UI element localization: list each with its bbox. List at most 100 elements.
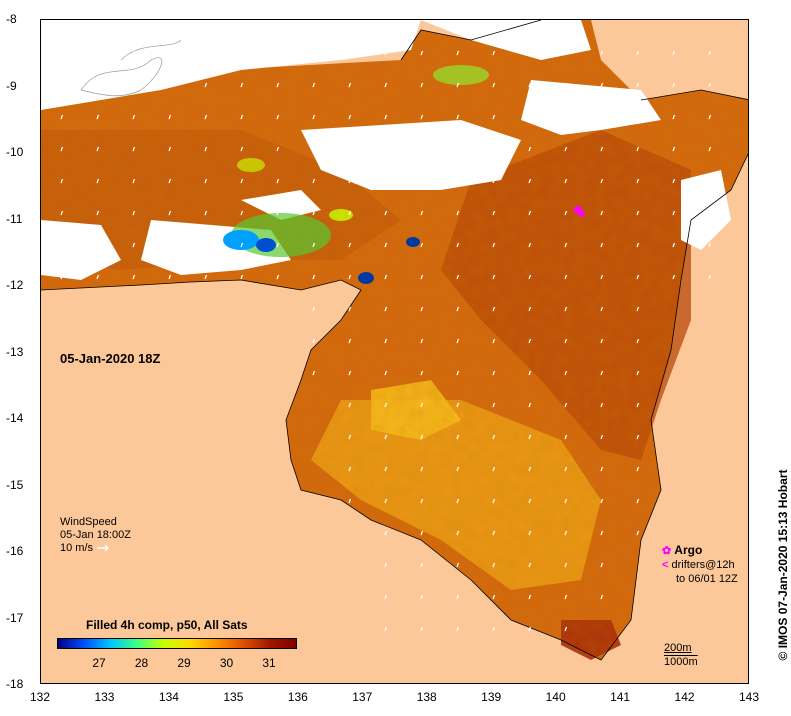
wind-vector (600, 114, 604, 120)
wind-vector (348, 114, 352, 120)
wind-vector (636, 402, 640, 408)
wind-vector (636, 114, 640, 120)
wind-vector (636, 50, 640, 56)
colorbar-tick-label: 31 (262, 656, 276, 670)
coastline (41, 20, 748, 661)
wind-vector (492, 594, 496, 600)
wind-vector (420, 178, 424, 184)
wind-vector (564, 306, 568, 312)
x-tick-label: 140 (545, 690, 566, 704)
wind-vector (636, 178, 640, 184)
wind-vector (600, 274, 604, 280)
wind-vector (96, 114, 100, 120)
x-tick-label: 134 (158, 690, 179, 704)
wind-vector (672, 210, 676, 216)
x-tick-label: 132 (29, 690, 51, 704)
wind-vector (672, 242, 676, 248)
date-label: 05-Jan-2020 18Z (60, 351, 161, 366)
wind-vector (132, 242, 136, 248)
wind-vector (564, 146, 568, 152)
wind-vector (492, 466, 496, 472)
wind-vector (420, 434, 424, 440)
wind-vector (636, 434, 640, 440)
wind-vector (636, 82, 640, 88)
credit-label: © IMOS 07-Jan-2020 15:13 Hobart (776, 469, 790, 661)
wind-vector (312, 274, 316, 280)
wind-vector (456, 146, 460, 152)
wind-speed: 10 m/s (60, 542, 94, 554)
wind-vector (672, 146, 676, 152)
wind-vector (456, 114, 460, 120)
wind-vector (528, 114, 532, 120)
argo-marker-icon: ✿ (662, 545, 672, 557)
wind-vector (132, 178, 136, 184)
wind-vector (348, 146, 352, 152)
wind-vector (240, 146, 244, 152)
wind-vector (564, 242, 568, 248)
wind-vector (384, 594, 388, 600)
wind-vector (600, 50, 604, 56)
wind-vector (312, 178, 316, 184)
wind-vector (348, 274, 352, 280)
wind-vector (672, 50, 676, 56)
wind-vector (564, 530, 568, 536)
wind-vector (240, 242, 244, 248)
wind-vector (600, 498, 604, 504)
wind-vector (240, 50, 244, 56)
wind-vector (456, 626, 460, 632)
wind-vector (420, 306, 424, 312)
wind-vector (348, 370, 352, 376)
wind-vector (384, 626, 388, 632)
wind-vector (384, 498, 388, 504)
y-tick-label: -11 (6, 211, 23, 226)
sea-surface (41, 20, 748, 660)
wind-vector (564, 434, 568, 440)
wind-vector (240, 274, 244, 280)
x-tick-label: 141 (610, 690, 631, 704)
wind-vector (240, 82, 244, 88)
wind-vector (276, 242, 280, 248)
y-tick-label: -17 (6, 610, 24, 625)
argo-legend: ✿ Argo < drifters@12h to 06/01 12Z (662, 543, 738, 586)
wind-vector (492, 306, 496, 312)
wind-vector (564, 594, 568, 600)
wind-vector (492, 338, 496, 344)
wind-vector (636, 274, 640, 280)
wind-vector (600, 402, 604, 408)
wind-vector (528, 434, 532, 440)
wind-vector (600, 338, 604, 344)
wind-vector (168, 274, 172, 280)
wind-vector (96, 146, 100, 152)
wind-vector (348, 242, 352, 248)
wind-vector (600, 562, 604, 568)
wind-vector (636, 370, 640, 376)
wind-vector (96, 274, 100, 280)
x-tick-label: 135 (223, 690, 244, 704)
temperature-colorbar (57, 638, 297, 649)
wind-vector (60, 178, 64, 184)
wind-vector (132, 82, 136, 88)
wind-vector (456, 338, 460, 344)
wind-vector (276, 178, 280, 184)
wind-vector (276, 114, 280, 120)
wind-vector (420, 530, 424, 536)
wind-vector (60, 242, 64, 248)
wind-vector (672, 82, 676, 88)
wind-vector (420, 210, 424, 216)
wind-vector (96, 50, 100, 56)
wind-vector (384, 530, 388, 536)
wind-vector (384, 466, 388, 472)
contour-200m: 200m (664, 642, 692, 654)
wind-vector (600, 210, 604, 216)
x-tick-label: 133 (94, 690, 115, 704)
wind-vector (204, 146, 208, 152)
argo-row: ✿ Argo (662, 543, 738, 558)
wind-vector (708, 210, 712, 216)
wind-vector (240, 210, 244, 216)
wind-vector (492, 114, 496, 120)
map-frame (40, 19, 749, 684)
wind-vector (384, 434, 388, 440)
x-tick-label: 142 (674, 690, 695, 704)
wind-vector (564, 178, 568, 184)
wind-vector (60, 114, 64, 120)
